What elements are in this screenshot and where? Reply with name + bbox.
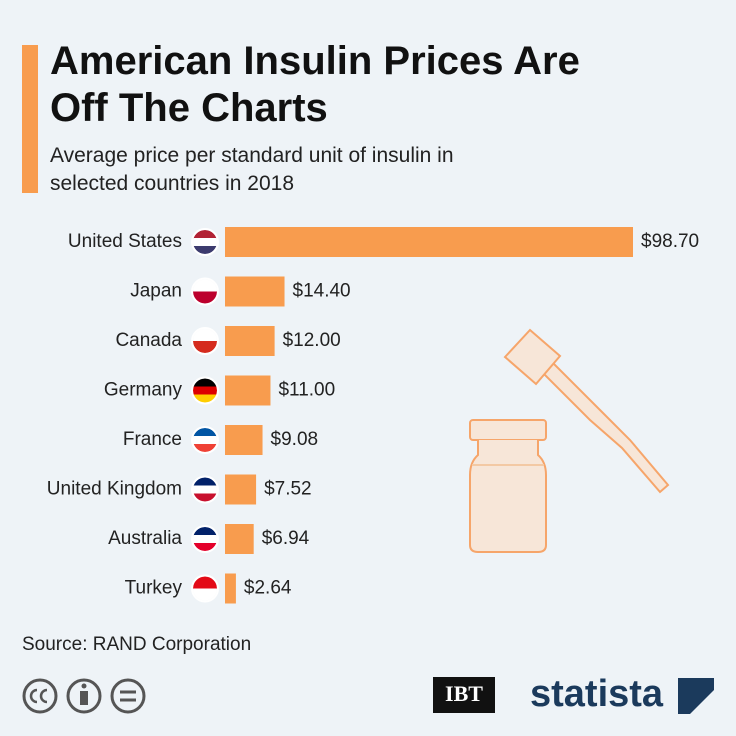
flag-stripe (193, 279, 217, 292)
source: Source: RAND Corporation (22, 634, 251, 655)
value-label: $11.00 (278, 380, 335, 401)
bar (225, 276, 285, 307)
category-label: Australia (108, 528, 182, 549)
ibt-logo-box (433, 677, 495, 713)
flag (191, 376, 219, 405)
flag-stripe (193, 378, 217, 387)
flag-stripe (193, 493, 217, 502)
flag-body (193, 230, 217, 254)
category-label: Canada (115, 330, 182, 351)
category-label: Germany (104, 380, 183, 401)
flag-stripe (193, 436, 217, 445)
bar (225, 474, 257, 505)
flag-stripe (193, 386, 217, 395)
flag (191, 574, 219, 603)
flag (191, 327, 219, 355)
flag-body (193, 527, 217, 551)
flag-border (191, 475, 219, 504)
flag-stripe (193, 394, 217, 403)
chart-title: American Insulin Prices Are Off The Char… (50, 39, 580, 130)
chart-subtitle: Average price per standard unit of insul… (50, 144, 454, 195)
flag-stripe (193, 444, 217, 452)
flag-border (191, 574, 219, 603)
accent-bar (22, 45, 38, 193)
flag-body (193, 378, 217, 403)
bar (225, 326, 275, 356)
category-label: France (123, 429, 182, 450)
flag-stripe (193, 588, 217, 601)
flag-stripe (193, 246, 217, 254)
flag-stripe (193, 329, 217, 342)
flag-stripe (193, 428, 217, 437)
value-label: $98.70 (641, 231, 699, 252)
bar (225, 524, 254, 554)
statista-icon (678, 678, 714, 714)
value-label: $6.94 (262, 528, 310, 549)
flag-body (193, 428, 217, 452)
flag-stripe (193, 477, 217, 486)
flag-stripe (193, 291, 217, 304)
flag-body (193, 329, 217, 353)
flag (191, 228, 219, 256)
bar (225, 375, 271, 406)
bar (225, 573, 236, 604)
flag-border (191, 277, 219, 306)
flag-body (193, 576, 217, 601)
bar (225, 227, 633, 257)
value-label: $7.52 (264, 479, 312, 500)
flag-border (191, 525, 219, 553)
ibt-logo: IBT (445, 681, 483, 706)
flag-border (191, 426, 219, 454)
flag-stripe (193, 576, 217, 589)
flag-border (191, 327, 219, 355)
category-label: Turkey (125, 578, 183, 599)
flag-stripe (193, 341, 217, 353)
flag (191, 277, 219, 306)
flag (191, 426, 219, 454)
value-label: $2.64 (244, 578, 292, 599)
flag-border (191, 376, 219, 405)
flag-stripe (193, 485, 217, 494)
flag-border (191, 228, 219, 256)
flag-stripe (193, 527, 217, 536)
statista-logo: statista (530, 673, 664, 715)
flag (191, 475, 219, 504)
flag-body (193, 477, 217, 502)
flag (191, 525, 219, 553)
flag-stripe (193, 238, 217, 247)
flag-body (193, 279, 217, 304)
illustration (469, 328, 670, 553)
category-label: United States (68, 231, 182, 252)
value-label: $12.00 (283, 330, 341, 351)
category-label: United Kingdom (47, 479, 182, 500)
flag-stripe (193, 230, 217, 239)
bar (225, 425, 263, 455)
category-label: Japan (130, 281, 182, 302)
flag-stripe (193, 543, 217, 551)
value-label: $9.08 (271, 429, 319, 450)
license-icons (22, 678, 146, 714)
value-label: $14.40 (293, 281, 351, 302)
flag-stripe (193, 535, 217, 544)
